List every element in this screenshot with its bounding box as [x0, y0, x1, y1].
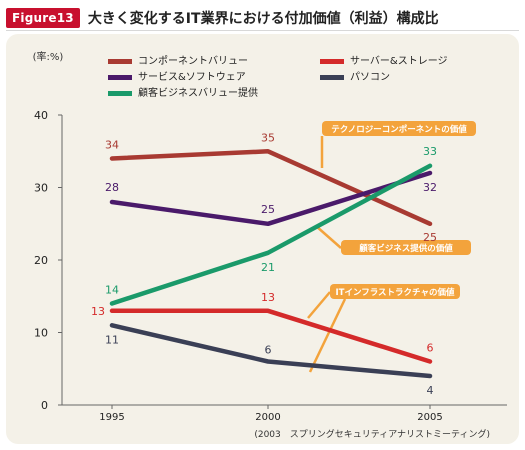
x-tick-label: 1995: [99, 412, 124, 423]
legend-entry: コンポーネントバリュー: [138, 55, 248, 67]
axes: 0 10 20 30 40 1995 2000 2005: [34, 109, 507, 423]
series-lines: [109, 149, 433, 379]
x-tick-label: 2005: [417, 412, 442, 423]
figure-badge: Figure13: [6, 8, 80, 28]
data-label: 28: [105, 181, 119, 194]
y-tick-label: 30: [34, 182, 48, 195]
data-label: 32: [423, 181, 437, 194]
callout-label: ITインフラストラクチャの価値: [336, 287, 455, 298]
data-label: 13: [261, 291, 275, 304]
figure-header: Figure13 大きく変化するIT業界における付加価値（利益）構成比: [6, 6, 519, 31]
data-label: 14: [105, 284, 119, 297]
callout-pointer: [315, 225, 342, 249]
data-label: 34: [105, 139, 119, 152]
series-line: [109, 308, 433, 364]
chart-title: 大きく変化するIT業界における付加価値（利益）構成比: [87, 11, 439, 27]
data-label: 35: [261, 131, 275, 144]
callout-box: [330, 284, 460, 299]
y-axis-label: (率:%): [33, 50, 64, 63]
data-label: 25: [423, 231, 437, 244]
y-tick-label: 10: [34, 327, 48, 340]
legend-entry: パソコン: [350, 71, 390, 83]
data-label: 6: [427, 342, 434, 355]
y-tick-label: 40: [34, 109, 48, 122]
legend-entry: 顧客ビジネスバリュー提供: [138, 86, 258, 99]
series-line: [109, 149, 433, 227]
callout-box: [322, 121, 476, 136]
legend-swatch: [320, 59, 344, 64]
data-label: 6: [265, 344, 272, 357]
legend-swatch: [320, 75, 344, 80]
x-tick-label: 2000: [255, 412, 280, 423]
legend-swatch: [108, 59, 132, 64]
callout-label: テクノロジーコンポーネントの価値: [331, 124, 467, 135]
source-note: (2003 スプリングセキュリティアナリストミーティング): [254, 428, 490, 440]
series-line: [109, 170, 433, 227]
chart-panel: [6, 34, 519, 444]
data-label: 25: [261, 203, 275, 216]
data-label: 11: [105, 333, 119, 346]
y-tick-label: 20: [34, 254, 48, 267]
callout-pointer: [307, 291, 331, 319]
data-label: 4: [427, 384, 434, 397]
legend-entry: サーバー&ストレージ: [350, 55, 448, 67]
legend-entry: サービス&ソフトウェア: [138, 71, 246, 83]
callout-box: [341, 240, 471, 255]
series-line: [109, 323, 433, 379]
series-line: [109, 163, 433, 306]
y-tick-label: 0: [41, 399, 48, 412]
data-label: 21: [261, 261, 275, 274]
callout-pointer: [308, 298, 347, 373]
callout-label: 顧客ビジネス提供の価値: [359, 243, 453, 254]
legend-swatch: [108, 75, 132, 80]
data-label: 13: [91, 305, 105, 318]
legend-swatch: [108, 91, 132, 96]
data-labels: 34 35 25 13 13 6 28 25 32 11 6 4 14 21 33: [91, 131, 437, 397]
data-label: 33: [423, 145, 437, 158]
